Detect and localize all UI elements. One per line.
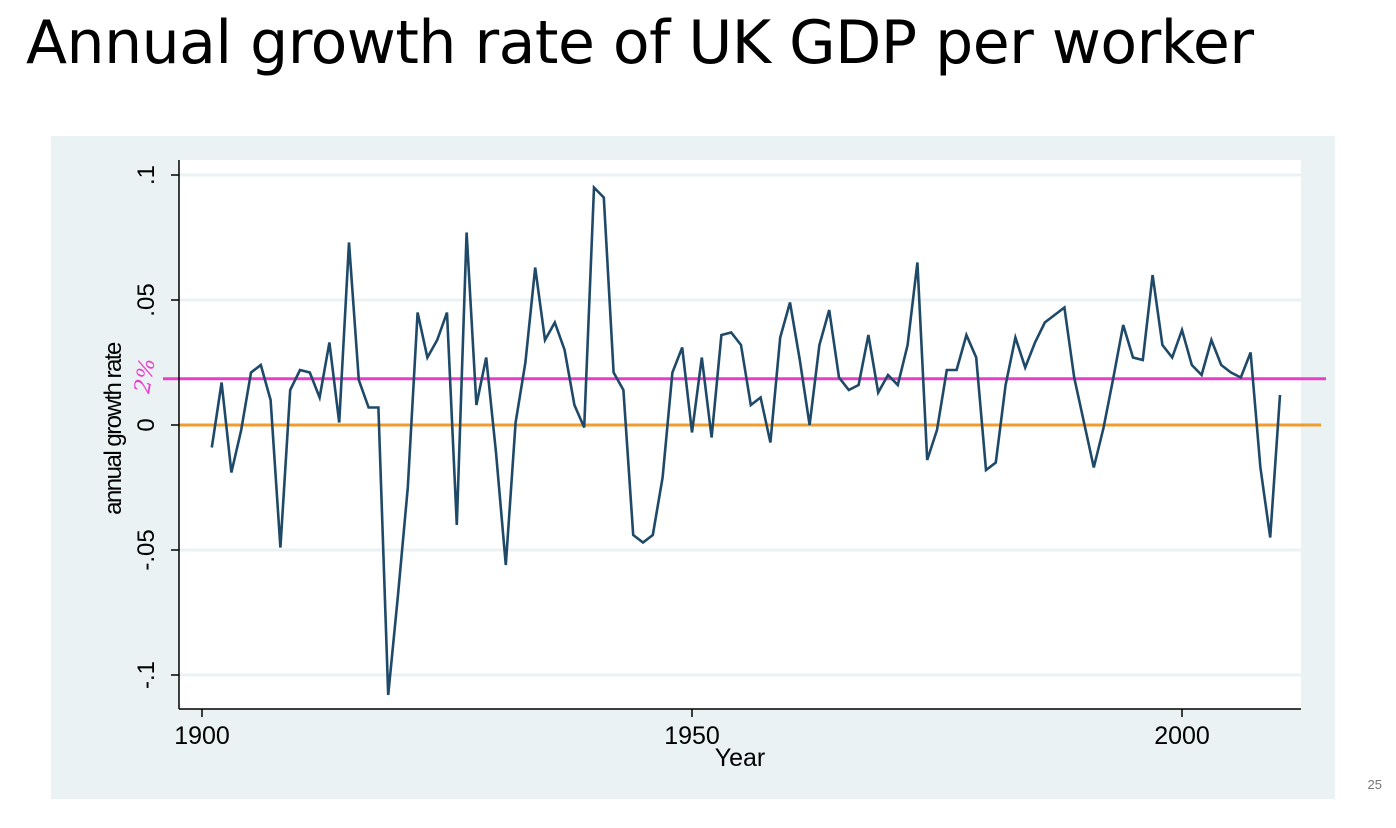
y-tick-label: .1 <box>133 165 160 185</box>
plot-area <box>179 160 1301 709</box>
y-axis-label: annual growth rate <box>100 342 127 515</box>
slide-title: Annual growth rate of UK GDP per worker <box>26 8 1254 78</box>
x-axis-ticks: 1900 1950 2000 <box>174 709 1210 750</box>
line-chart: -.1 -.05 0 .05 .1 1900 1950 2000 annual growth… <box>100 160 1326 772</box>
series-line <box>210 184 1282 696</box>
y-tick-label: 0 <box>133 418 160 431</box>
y-tick-label: .05 <box>133 283 160 316</box>
y-axis-ticks: -.1 -.05 0 .05 .1 <box>133 165 179 689</box>
x-tick-label: 1900 <box>174 722 230 750</box>
x-tick-label: 1950 <box>664 722 720 750</box>
x-axis-label: Year <box>715 744 766 772</box>
y-tick-label: -.05 <box>133 529 160 570</box>
handwritten-note: 2% <box>130 357 161 397</box>
chart-frame: -.1 -.05 0 .05 .1 1900 1950 2000 annual growth… <box>51 136 1335 799</box>
x-tick-label: 2000 <box>1154 722 1210 750</box>
y-tick-label: -.1 <box>133 661 160 689</box>
slide-number: 25 <box>1367 777 1382 792</box>
